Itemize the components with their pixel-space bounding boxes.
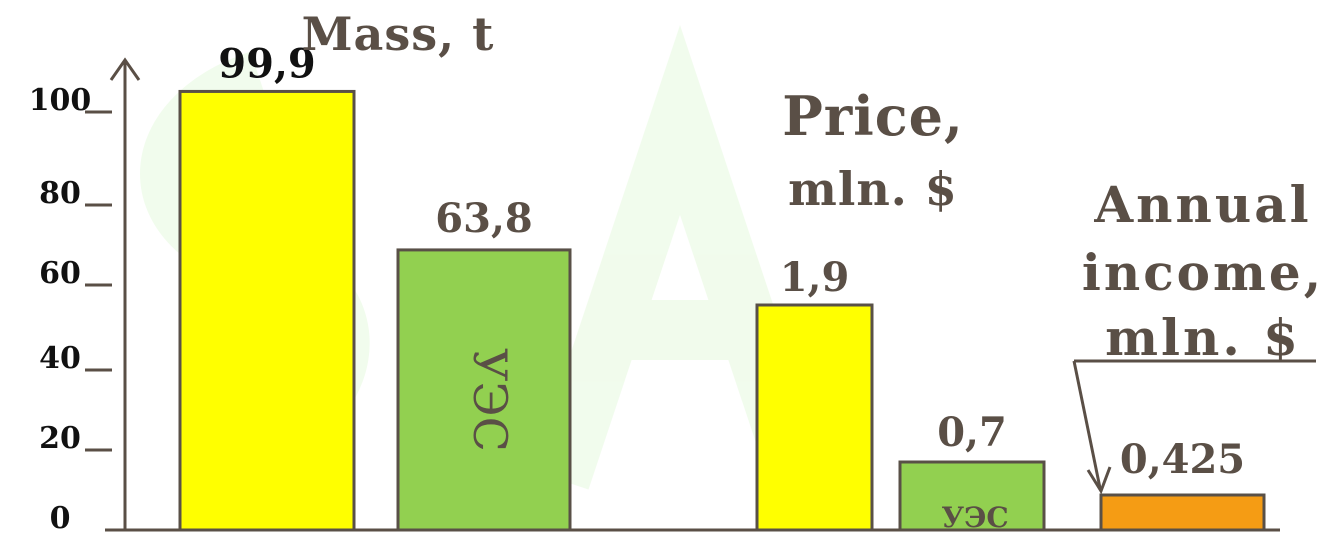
bar-mass [178, 89, 356, 532]
y-axis-arrow [109, 57, 141, 81]
bar-value-label: 1,9 [780, 254, 850, 301]
bar-value-label: 0,425 [1120, 436, 1245, 483]
bar-value-label: 0,7 [937, 409, 1007, 456]
y-tick-label: 80 [39, 176, 81, 211]
group-title: mln. $ [788, 162, 958, 216]
group-title: Annual [1093, 175, 1311, 234]
income-pointer-arrowhead [1086, 466, 1112, 495]
bar-uhs [898, 460, 1046, 532]
bar-inner-label: УЭС [941, 501, 1008, 534]
income-pointer-line [1072, 360, 1102, 489]
y-tick-label: 40 [39, 341, 81, 376]
group-title: Mass, t [302, 7, 495, 61]
y-tick-label: 0 [50, 501, 71, 536]
bar-mass [755, 303, 874, 532]
group-title: Price, [782, 84, 964, 148]
y-tick-label: 60 [39, 256, 81, 291]
bar-inner-label: УЭС [463, 348, 517, 452]
group-title: mln. $ [1105, 308, 1301, 367]
y-tick-label: 100 [29, 83, 92, 118]
group-title: income, [1082, 243, 1324, 302]
bar-value-label: 99,9 [218, 40, 315, 87]
bar-uhs [396, 248, 572, 532]
bar-income [1099, 493, 1266, 532]
y-tick-label: 20 [39, 421, 81, 456]
bar-value-label: 63,8 [435, 195, 532, 242]
